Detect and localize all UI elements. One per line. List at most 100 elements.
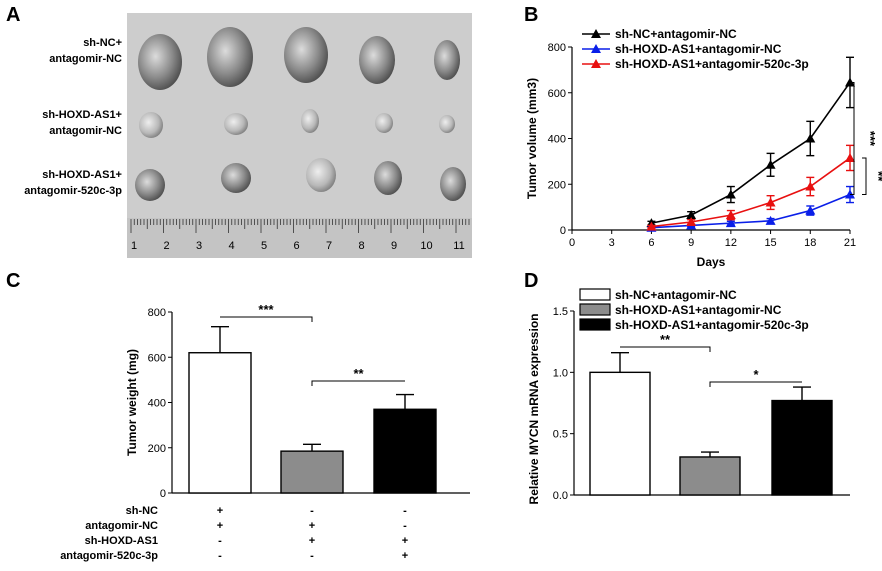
tumor [306,158,336,192]
condition-mark: - [403,520,407,532]
data-point [686,216,697,226]
y-tick-label: 1.5 [553,306,568,318]
legend-label: sh-HOXD-AS1+antagomir-520c-3p [615,57,809,71]
condition-mark: - [310,505,314,517]
data-point [805,181,816,191]
sig-bracket [220,316,313,322]
x-tick-label: 6 [648,237,654,249]
condition-mark: - [310,550,314,562]
row-label-1-line2: antagomir-NC [49,53,122,65]
tumor [207,27,253,87]
panel-letter-d: D [524,270,539,292]
sig-bracket [850,81,855,196]
tumor [221,163,251,193]
legend-marker [591,59,601,68]
tumor [440,167,466,201]
sig-label: * [753,367,759,382]
sig-bracket [620,346,711,352]
condition-mark: - [218,535,222,547]
data-point [725,210,736,220]
ruler-number: 7 [326,240,332,252]
sig-bracket [311,380,405,386]
condition-mark: - [218,550,222,562]
ruler-number: 1 [131,240,137,252]
panel-letter-b: B [524,4,539,26]
row-label-3-line2: antagomir-520c-3p [24,185,122,197]
condition-label: sh-NC [126,505,158,517]
x-tick-label: 12 [725,237,737,249]
series-line-0 [651,81,851,224]
ruler-number: 6 [293,240,299,252]
bar-1 [589,371,651,496]
sig-label: *** [258,302,274,317]
condition-mark: + [402,535,408,547]
x-tick-label: 0 [569,237,575,249]
y-tick-label: 400 [548,134,566,146]
bar-3 [373,408,437,494]
y-tick-label: 800 [548,42,566,54]
condition-mark: + [217,505,223,517]
ruler-number: 9 [391,240,397,252]
ruler-number: 4 [228,240,234,252]
sig-bracket [862,157,867,196]
row-label-2-line1: sh-HOXD-AS1+ [42,109,122,121]
x-axis-title: Days [697,255,726,269]
ruler-number: 10 [420,240,432,252]
ruler-number: 5 [261,240,267,252]
data-point [686,210,697,220]
series-line-1 [651,193,851,229]
row-label-3-line1: sh-HOXD-AS1+ [42,169,122,181]
tumor [135,169,165,201]
tumor [374,161,402,195]
y-axis-title: Relative MYCN mRNA expression [527,314,541,505]
data-point [725,189,736,199]
series-line-2 [651,157,851,228]
ruler-number: 2 [163,240,169,252]
condition-mark: + [309,535,315,547]
data-point [765,159,776,169]
data-point [725,218,736,228]
sig-label: ** [660,332,671,347]
chart-b-tumor-volume: 0 200 400 600 800 0 3 6 9 12 15 18 21 Days Tumor volum… [525,27,882,269]
legend-swatch [579,318,611,331]
y-tick-label: 600 [148,352,166,364]
y-tick-label: 400 [148,398,166,410]
y-tick-label: 0.0 [553,490,568,502]
sig-label: ** [353,366,364,381]
tumors-row-3 [135,158,466,201]
bar-2 [280,450,344,494]
tumors-row-2 [139,109,455,138]
tumor [284,27,328,83]
tumor [375,113,393,133]
chart-d-mycn-expression: 0.0 0.5 1.0 1.5 Relative MYCN mRNA expressio… [527,288,850,505]
tumor [359,36,395,84]
bar-2 [679,456,741,496]
data-point [805,133,816,143]
y-tick-label: 200 [548,179,566,191]
x-tick-label: 18 [804,237,816,249]
tumor [139,112,163,138]
ruler-number: 11 [453,240,464,252]
condition-mark: + [309,520,315,532]
sig-bracket [709,381,802,387]
x-tick-label: 15 [764,237,776,249]
ruler [127,218,472,258]
bar-3 [771,399,833,496]
sig-label: ** [871,171,882,182]
data-point [845,152,855,162]
y-axis-title: Tumor weight (mg) [125,349,139,456]
tumor [434,40,460,80]
tumor-photo-panel: sh-NC+ antagomir-NC sh-HOXD-AS1+ antagom… [24,13,472,258]
y-tick-label: 0 [160,488,166,500]
y-tick-label: 800 [148,307,166,319]
condition-label: antagomir-520c-3p [60,550,158,562]
x-tick-label: 3 [609,237,615,249]
tumor [138,34,182,90]
legend-label: sh-HOXD-AS1+antagomir-NC [615,42,782,56]
y-axis-title: Tumor volume (mm3) [525,78,539,199]
ruler-number: 8 [358,240,364,252]
tumors-row-1 [138,27,460,90]
data-point [646,221,657,231]
ruler-numbers: 1 2 3 4 5 6 7 8 9 10 11 [131,240,465,252]
